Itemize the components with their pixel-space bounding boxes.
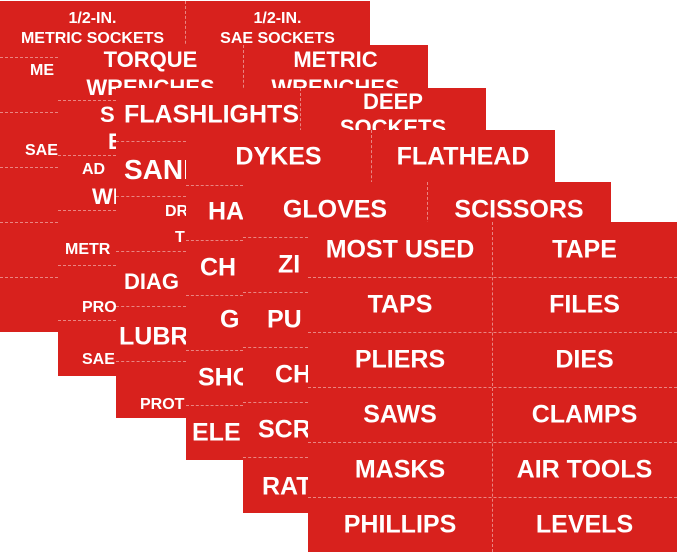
row-divider [243,292,308,293]
label-masks: MASKS [354,455,446,484]
label-air-tools: AIR TOOLS [516,455,653,484]
label-text: ZI [278,250,301,279]
row-divider [308,442,677,443]
row-divider [0,277,58,278]
label-text: SAE SOCKETS [220,30,335,47]
label-text: METRIC SOCKETS [20,30,165,47]
label-text: G [220,305,240,334]
label-text: PRO [82,299,117,316]
label-most-used: MOST USED [325,235,475,264]
label-phillips: PHILLIPS [343,510,457,539]
row-divider [186,240,243,241]
label-text: TORQUE [103,47,198,72]
label-dies: DIES [555,345,614,374]
label-text: 1/2-IN. [253,10,302,27]
label-files: FILES [549,290,620,319]
row-divider [243,402,308,403]
row-divider [58,210,116,211]
column-divider [492,222,493,552]
label-text: S [100,102,115,127]
label-text: SCR [258,415,311,444]
label-text: AD [82,161,106,178]
label-saws: SAWS [363,400,437,429]
label-text: SANI [124,154,191,185]
row-divider [243,457,308,458]
row-divider [0,112,58,113]
label-text: ME [30,62,54,79]
row-divider [243,347,308,348]
label-pliers: PLIERS [354,345,446,374]
label-text: PU [267,305,302,334]
row-divider [58,265,116,266]
row-divider [308,277,677,278]
label-clamps: CLAMPS [531,400,638,429]
label-text: HA [208,197,245,226]
row-divider [308,332,677,333]
label-text: RAT [262,472,312,501]
row-divider [308,497,677,498]
label-text: SCISSORS [454,195,584,224]
label-text: SAE [25,142,58,159]
label-levels: LEVELS [535,510,634,539]
label-text: CH [275,360,312,389]
label-text: DIAG [124,269,179,294]
row-divider [0,167,58,168]
label-text: CH [200,253,237,282]
label-taps: TAPS [367,290,433,319]
row-divider [0,222,58,223]
row-divider [116,361,186,362]
label-text: SAE [82,351,115,368]
label-text: DYKES [235,142,322,171]
row-divider [243,237,308,238]
row-divider [116,141,186,142]
label-text: DEEP [363,89,423,114]
row-divider [186,350,243,351]
label-text: LUBR [119,322,189,351]
row-divider [116,196,186,197]
row-divider [186,405,243,406]
label-text: METRIC [293,47,378,72]
row-divider [186,185,243,186]
label-text: DR [165,203,189,220]
row-divider [116,251,186,252]
label-tape: TAPE [552,235,617,264]
row-divider [58,155,116,156]
row-divider [116,306,186,307]
row-divider [58,100,116,101]
label-sheet-6: MOST USED TAPE TAPS FILES PLIERS DIES SA… [308,222,677,552]
label-text: ELE [192,418,241,447]
row-divider [308,387,677,388]
row-divider [0,57,58,58]
label-text: 1/2-IN. [68,10,117,27]
row-divider [58,320,116,321]
label-text: PROT [140,396,185,413]
label-text: FLASHLIGHTS [124,100,299,129]
row-divider [186,295,243,296]
label-text: GLOVES [282,195,388,224]
label-text: METR [65,241,111,258]
label-text: FLATHEAD [396,142,530,171]
label-text: T [175,229,185,246]
